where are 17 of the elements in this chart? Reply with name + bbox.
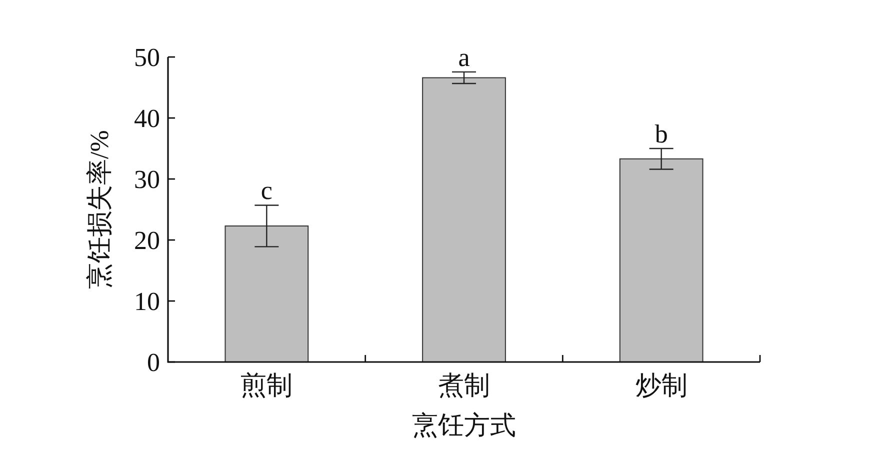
y-tick-label: 10 [134,287,160,316]
bar [422,77,506,362]
x-tick-label: 煮制 [438,371,490,400]
x-axis-title: 烹饪方式 [412,411,516,440]
bar [224,225,309,362]
y-tick-label: 20 [134,226,160,255]
annotation: b [654,120,668,148]
y-axis-title: 烹饪损失率/% [85,130,114,289]
annotation: a [458,42,470,72]
bar [619,158,704,362]
y-tick-label: 40 [134,104,160,133]
y-tick-label: 50 [134,43,160,72]
annotation: c [260,176,272,206]
x-tick-label: 煎制 [240,371,293,400]
x-tick-label: 炒制 [635,371,688,400]
y-tick-label: 30 [134,165,160,194]
y-tick-label: 0 [147,348,160,377]
